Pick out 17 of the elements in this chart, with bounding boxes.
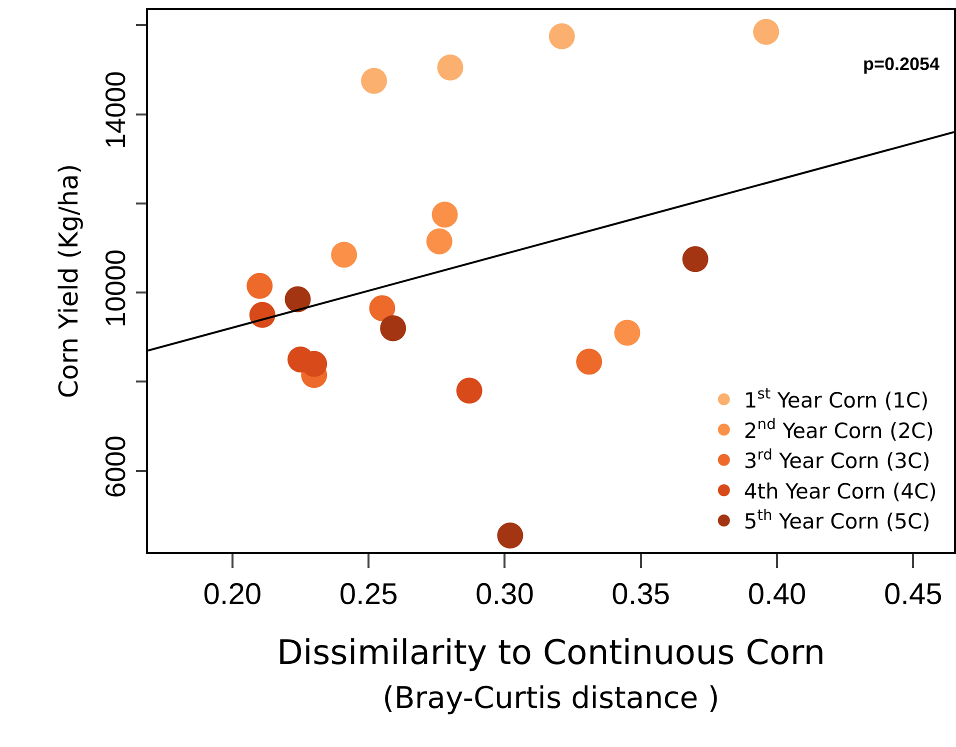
legend-label: 2$^{nd}$ Year Corn (2C) bbox=[744, 416, 934, 443]
legend-label: 5$^{th}$ Year Corn (5C) bbox=[744, 506, 930, 534]
y-tick-label: 14000 bbox=[100, 71, 131, 150]
x-tick-label: 0.35 bbox=[612, 578, 670, 611]
x-tick-label: 0.40 bbox=[748, 578, 806, 611]
legend-label: 3$^{rd}$ Year Corn (3C) bbox=[744, 446, 930, 474]
y-axis-title: Corn Yield (Kg/ha) bbox=[54, 164, 85, 398]
y-tick-label: 6000 bbox=[100, 436, 131, 498]
legend-label: 4th Year Corn (4C) bbox=[744, 479, 937, 504]
x-axis-title: Dissimilarity to Continuous Corn (Bray-Curtis distance ) bbox=[276, 632, 826, 716]
x-tick-label: 0.30 bbox=[476, 578, 534, 611]
x-tick-label: 0.25 bbox=[339, 578, 398, 611]
x-tick-label: 0.20 bbox=[203, 578, 262, 611]
annotation: p=0.2054 bbox=[863, 54, 940, 74]
x-tick-label: 0.45 bbox=[884, 578, 942, 611]
legend-label: 1$^{st}$ Year Corn (1C) bbox=[744, 386, 929, 412]
y-tick-label: 10000 bbox=[100, 249, 131, 328]
